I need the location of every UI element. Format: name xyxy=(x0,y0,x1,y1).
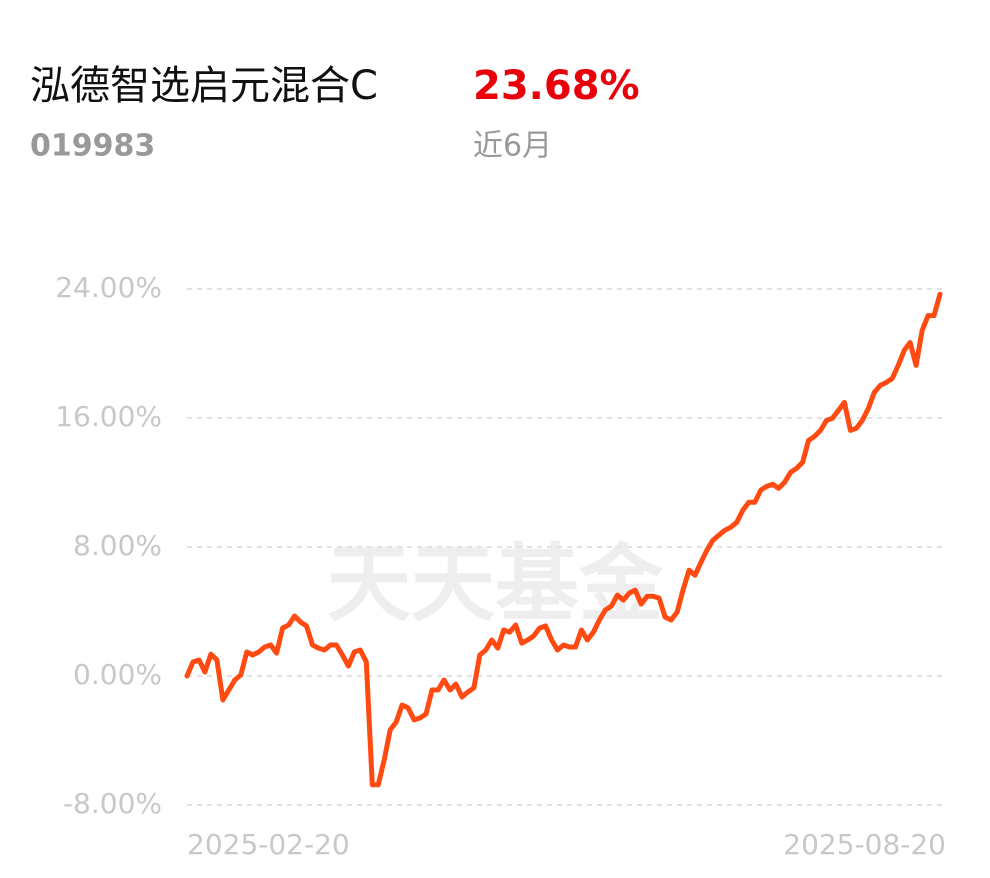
x-tick-label: 2025-02-20 xyxy=(187,828,350,861)
fund-line xyxy=(184,291,943,788)
period-label: 近6月 xyxy=(473,129,552,164)
fund-code: 019983 xyxy=(30,129,155,164)
fund-title: 泓德智选启元混合C xyxy=(30,63,378,109)
y-tick-label: -8.00% xyxy=(63,787,162,820)
y-tick-label: 8.00% xyxy=(73,529,162,562)
y-tick-label: 24.00% xyxy=(55,271,162,304)
y-tick-label: 16.00% xyxy=(55,400,162,433)
fund-return: 23.68% xyxy=(473,63,640,109)
y-tick-label: 0.00% xyxy=(73,658,162,691)
watermark: 天天基金 xyxy=(327,535,664,633)
x-tick-label: 2025-08-20 xyxy=(783,828,946,861)
